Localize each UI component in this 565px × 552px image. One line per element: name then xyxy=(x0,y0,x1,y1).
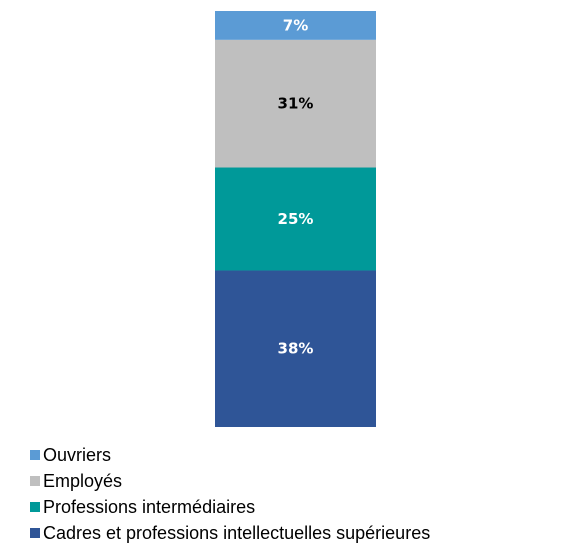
legend-label: Ouvriers xyxy=(43,444,112,465)
bar-segment-employes xyxy=(215,39,376,168)
legend-swatch xyxy=(30,502,40,512)
stacked-bar-chart: 38% 25% 31% 7% xyxy=(215,11,376,427)
data-label-cadres-et-professions-intellectuelles-superieures: 38% xyxy=(278,340,314,358)
legend-swatch xyxy=(30,528,40,538)
legend-swatch xyxy=(30,450,40,460)
bar-segment-professions-intermediaires xyxy=(215,167,376,271)
chart-legend: Ouvriers Employés Professions intermédiair… xyxy=(30,442,430,546)
legend-item-employes: Employés xyxy=(30,468,430,494)
data-label-professions-intermediaires: 25% xyxy=(278,210,314,228)
bar-segment-ouvriers xyxy=(215,11,376,40)
legend-label: Cadres et professions intellectuelles su… xyxy=(43,522,431,543)
legend-swatch xyxy=(30,476,40,486)
data-label-employes: 31% xyxy=(278,95,314,113)
legend-item-professions-intermediaires: Professions intermédiaires xyxy=(30,494,430,520)
legend-label: Professions intermédiaires xyxy=(43,496,256,517)
legend-item-ouvriers: Ouvriers xyxy=(30,442,430,468)
legend-item-cadres-et-professions-intellectuelles-superieures: Cadres et professions intellectuelles su… xyxy=(30,520,430,546)
bar-segment-cadres-et-professions-intellectuelles-superieures xyxy=(215,270,376,427)
legend-label: Employés xyxy=(43,470,123,491)
data-label-ouvriers: 7% xyxy=(283,16,308,34)
